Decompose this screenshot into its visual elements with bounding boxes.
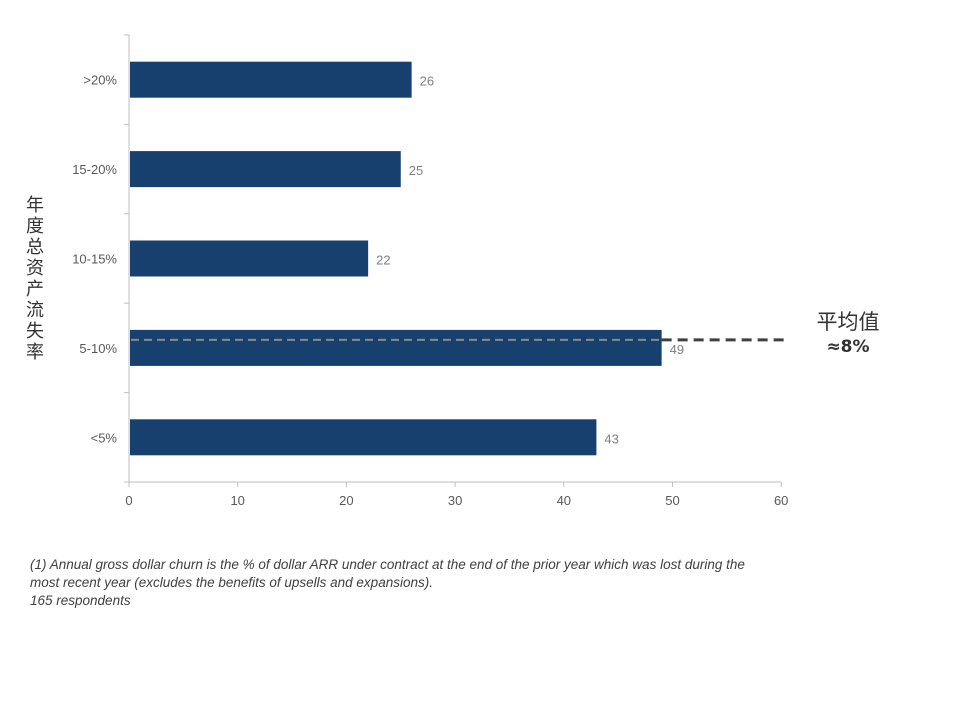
average-title: 平均值 <box>816 310 880 334</box>
category-label: <5% <box>91 430 118 445</box>
bar <box>130 329 662 366</box>
data-label: 25 <box>409 163 423 178</box>
category-label: 5-10% <box>79 341 117 356</box>
data-label: 49 <box>670 342 684 357</box>
footnote-line-1: (1) Annual gross dollar churn is the % o… <box>30 557 745 572</box>
x-tick-label: 10 <box>230 493 244 508</box>
x-tick-label: 60 <box>774 493 788 508</box>
average-annotation: 平均值 ≈8% <box>800 308 896 358</box>
category-label: 15-20% <box>72 162 117 177</box>
x-tick-label: 50 <box>665 493 679 508</box>
data-label: 43 <box>604 431 618 446</box>
x-tick-label: 0 <box>125 493 132 508</box>
bar <box>130 240 369 277</box>
x-tick-label: 40 <box>557 493 571 508</box>
x-tick-label: 30 <box>448 493 462 508</box>
bar <box>130 151 401 188</box>
y-axis-label: 年度总资产流失率 <box>26 195 44 363</box>
x-tick-label: 20 <box>339 493 353 508</box>
footnote: (1) Annual gross dollar churn is the % o… <box>30 556 890 610</box>
data-label: 22 <box>376 253 390 268</box>
footnote-line-2: most recent year (excludes the benefits … <box>30 575 433 590</box>
bar <box>130 61 412 98</box>
average-value: ≈8% <box>826 337 870 357</box>
category-label: >20% <box>83 73 117 88</box>
footnote-line-3: 165 respondents <box>30 593 131 608</box>
data-label: 26 <box>420 74 434 89</box>
category-label: 10-15% <box>72 252 117 267</box>
bar <box>130 419 597 456</box>
